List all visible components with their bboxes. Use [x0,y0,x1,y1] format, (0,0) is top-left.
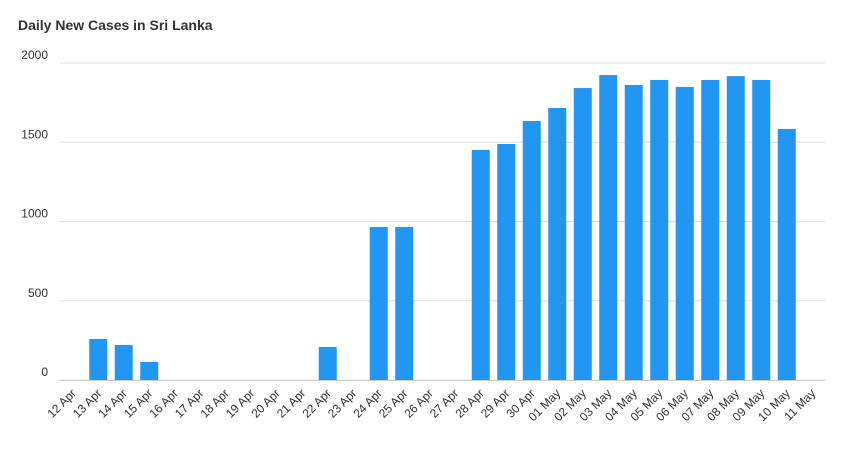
bar [624,85,643,381]
bar [395,227,414,380]
bar [548,108,567,380]
bar [573,88,592,380]
y-tick-label: 0 [41,365,48,379]
bar [726,76,745,380]
y-tick-label: 500 [28,286,48,300]
bar [114,344,133,380]
bar [318,347,337,380]
bar [675,86,694,380]
y-tick-label: 1000 [21,207,48,221]
bar [650,79,669,380]
bar [599,75,618,381]
chart-title: Daily New Cases in Sri Lanka [18,17,213,33]
bar [777,128,796,380]
bar [701,79,720,380]
bar [89,338,108,380]
bar [522,121,541,381]
bar [497,143,516,380]
bar [369,227,388,380]
bar [140,361,159,380]
bar [752,79,771,380]
y-tick-label: 2000 [21,48,48,62]
y-tick-label: 1500 [21,127,48,141]
bar [471,150,490,380]
